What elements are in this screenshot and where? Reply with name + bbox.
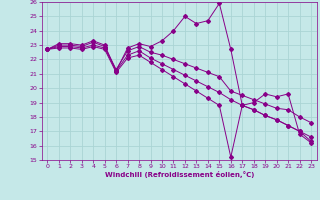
X-axis label: Windchill (Refroidissement éolien,°C): Windchill (Refroidissement éolien,°C) xyxy=(105,171,254,178)
